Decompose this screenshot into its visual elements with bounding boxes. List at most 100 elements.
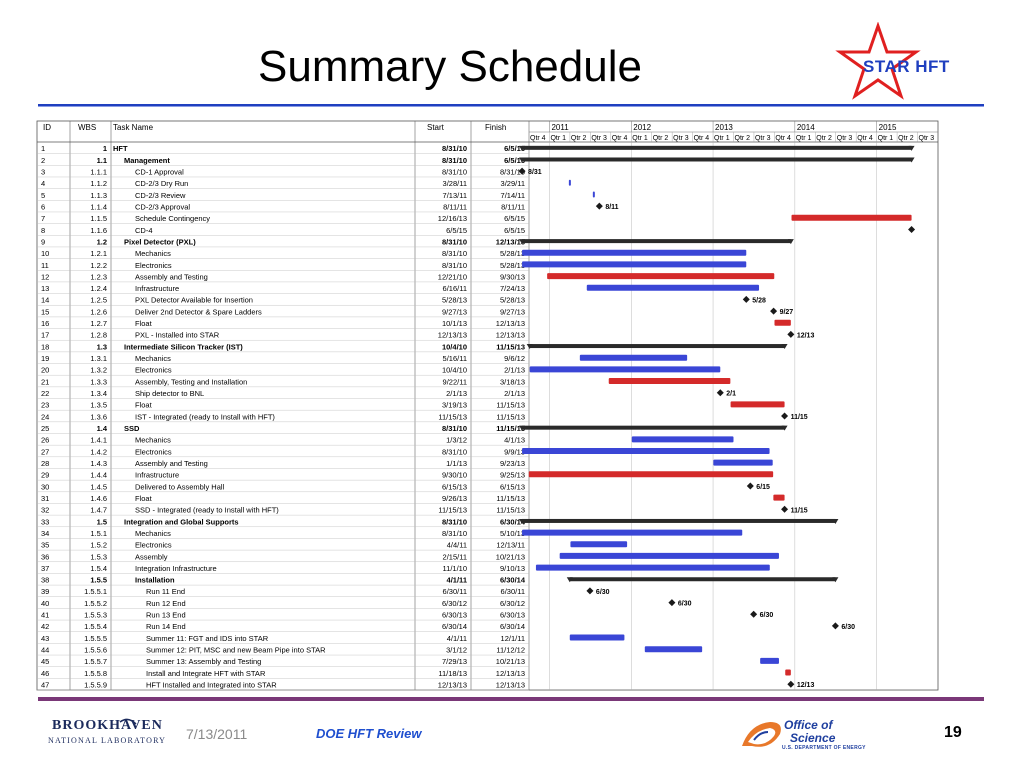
task-wbs: 1.2.1 [90, 249, 107, 258]
footer-date: 7/13/2011 [186, 726, 248, 742]
star-logo-icon [835, 22, 921, 100]
task-start: 3/19/13 [442, 401, 467, 410]
summary-bar-cap [519, 518, 526, 524]
task-id: 41 [41, 611, 49, 620]
task-start: 12/13/13 [438, 331, 467, 340]
summary-bar-cap [519, 425, 526, 431]
quarter-label: Qtr 4 [694, 135, 710, 142]
task-finish: 2/1/13 [504, 366, 525, 375]
task-wbs: 1.4.2 [90, 447, 107, 456]
task-bar [568, 179, 571, 186]
task-name: Assembly [135, 552, 168, 561]
summary-bar-cap [526, 344, 533, 350]
slide-title: Summary Schedule [258, 42, 642, 91]
task-start: 8/11/11 [443, 202, 467, 211]
task-wbs: 1.5.5.8 [84, 669, 107, 678]
task-id: 23 [41, 401, 49, 410]
task-id: 10 [41, 249, 49, 258]
summary-bar [522, 425, 785, 430]
title-rule-secondary [38, 106, 984, 107]
milestone-label: 6/30 [678, 601, 692, 608]
task-id: 4 [41, 179, 45, 188]
task-name: Assembly and Testing [135, 272, 208, 281]
task-start: 6/15/13 [442, 482, 467, 491]
task-bar [644, 646, 703, 653]
office-of-science-logo-icon [742, 722, 781, 747]
milestone-label: 8/31 [528, 169, 542, 176]
task-wbs: 1.5.3 [90, 552, 107, 561]
task-wbs: 1.1 [97, 156, 107, 165]
task-wbs: 1.5.5.2 [84, 599, 107, 608]
milestone-label: 5/28 [752, 297, 766, 304]
summary-bar-cap [908, 157, 915, 163]
task-bar [528, 471, 774, 478]
task-wbs: 1.5.5.4 [84, 622, 107, 631]
task-bar [535, 564, 770, 571]
task-id: 40 [41, 599, 49, 608]
task-start: 6/30/12 [442, 599, 467, 608]
summary-bar-cap [519, 157, 526, 163]
task-name: PXL Detector Available for Insertion [135, 296, 253, 305]
task-finish: 8/11/11 [501, 202, 525, 211]
task-start: 7/13/11 [443, 191, 467, 200]
task-wbs: 1.4.4 [90, 471, 107, 480]
task-bar [522, 249, 747, 256]
task-bar [730, 401, 785, 408]
milestone-label: 6/15 [756, 484, 770, 491]
logo-text: STAR HFT [863, 57, 950, 76]
summary-bar-cap [781, 425, 788, 431]
task-id: 8 [41, 226, 45, 235]
task-wbs: 1.2.3 [90, 272, 107, 281]
task-start: 8/31/10 [442, 237, 467, 246]
year-label: 2015 [879, 123, 897, 132]
task-name: Integration Infrastructure [135, 564, 217, 573]
task-finish: 12/13/13 [496, 331, 525, 340]
task-id: 47 [41, 681, 49, 690]
milestone-marker [908, 225, 916, 233]
task-finish: 5/10/13 [500, 529, 525, 538]
task-id: 22 [41, 389, 49, 398]
milestone-label: 12/13 [797, 332, 815, 339]
task-start: 7/29/13 [442, 657, 467, 666]
task-wbs: 1.1.6 [90, 226, 107, 235]
task-start: 8/31/10 [442, 529, 467, 538]
task-name: Summer 11: FGT and IDS into STAR [146, 634, 269, 643]
task-finish: 10/21/13 [496, 552, 525, 561]
task-bar [713, 459, 773, 466]
task-finish: 11/15/13 [496, 506, 525, 515]
task-id: 18 [41, 342, 49, 351]
task-finish: 5/28/13 [500, 296, 525, 305]
task-start: 3/28/11 [443, 179, 467, 188]
task-id: 9 [41, 237, 45, 246]
task-name: CD-2/3 Dry Run [135, 179, 188, 188]
task-wbs: 1.1.4 [90, 202, 107, 211]
task-finish: 9/6/12 [504, 354, 525, 363]
milestone-marker [831, 622, 839, 630]
task-start: 8/31/10 [442, 517, 467, 526]
task-finish: 11/15/13 [496, 494, 525, 503]
task-finish: 6/5/15 [504, 214, 525, 223]
task-id: 45 [41, 657, 49, 666]
task-finish: 9/10/13 [500, 564, 525, 573]
task-finish: 11/15/13 [496, 424, 525, 433]
task-wbs: 1.3.2 [90, 366, 107, 375]
task-name: Float [135, 319, 153, 328]
task-wbs: 1.5.5.7 [84, 657, 107, 666]
quarter-label: Qtr 2 [653, 135, 669, 142]
task-name: Run 14 End [146, 622, 186, 631]
task-start: 11/15/13 [438, 412, 467, 421]
task-id: 28 [41, 459, 49, 468]
task-start: 12/16/13 [438, 214, 467, 223]
task-id: 21 [41, 377, 49, 386]
task-start: 3/1/12 [446, 646, 467, 655]
task-finish: 6/5/15 [504, 144, 525, 153]
task-finish: 6/5/15 [504, 156, 525, 165]
footer-review-name: DOE HFT Review [316, 726, 422, 741]
milestone-marker [787, 330, 795, 338]
task-start: 2/15/11 [443, 552, 467, 561]
milestone-marker [781, 412, 789, 420]
task-name: Pixel Detector (PXL) [124, 237, 196, 246]
task-id: 3 [41, 167, 45, 176]
task-wbs: 1.3.5 [90, 401, 107, 410]
task-name: Deliver 2nd Detector & Spare Ladders [135, 307, 262, 316]
